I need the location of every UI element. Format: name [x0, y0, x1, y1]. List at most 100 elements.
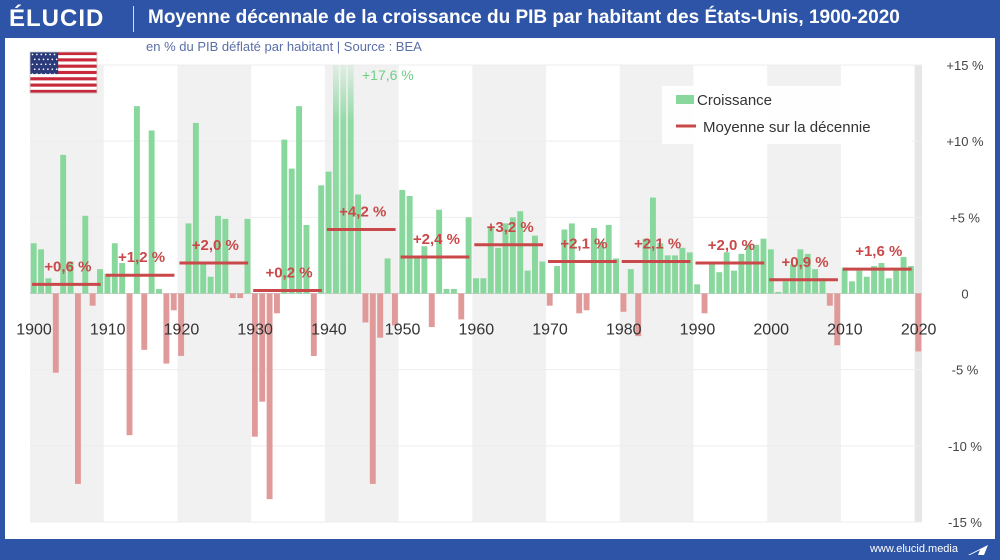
growth-bar-1957 — [450, 288, 457, 294]
flag-star — [44, 53, 47, 56]
growth-bar-1925 — [215, 215, 221, 294]
growth-bar-1982 — [635, 293, 642, 337]
flag-star — [38, 58, 40, 61]
flag-star — [36, 63, 38, 66]
growth-bar-2020 — [915, 293, 922, 352]
y-tick-label: 0 — [961, 287, 968, 302]
x-tick-label-2020: 2020 — [901, 322, 937, 339]
growth-bar-1912 — [119, 263, 126, 294]
header-bar: ÉLUCID Moyenne décennale de la croissanc… — [0, 0, 1000, 38]
flag-stripe — [30, 55, 97, 59]
decade-average-label-1920: +2,0 % — [192, 237, 239, 254]
growth-bar-1973 — [568, 223, 575, 294]
growth-bar-1961 — [480, 278, 487, 294]
flag-stripe — [30, 61, 97, 65]
flag-star — [51, 58, 54, 61]
flag-star — [31, 73, 34, 75]
decade-average-label-1900: +0,6 % — [44, 258, 91, 275]
y-axis: +15 % +10 % +5 % 0 -5 % -10 % -15 % — [946, 58, 984, 530]
growth-bar-1968 — [532, 235, 538, 294]
x-tick-label-1900: 1900 — [16, 322, 52, 339]
x-tick-label-1920: 1920 — [164, 322, 200, 339]
growth-bar-1985 — [657, 243, 664, 294]
growth-bar-2006 — [812, 269, 819, 294]
flag-star — [31, 53, 34, 56]
flag-star — [42, 68, 45, 71]
flag-star — [44, 63, 47, 66]
growth-bar-1928 — [237, 293, 244, 299]
y-tick-label: +5 % — [950, 210, 980, 225]
growth-bar-1905 — [67, 261, 74, 294]
flag-star — [36, 73, 38, 75]
growth-bar-1902 — [45, 278, 52, 294]
growth-bar-1910 — [104, 273, 111, 294]
growth-bar-1998 — [753, 244, 760, 294]
growth-bar-1971 — [554, 266, 561, 294]
growth-bar-1907 — [82, 215, 89, 294]
y-tick-label: +15 % — [946, 58, 984, 73]
decade-average-label-1910: +1,2 % — [118, 249, 165, 266]
x-tick-label-1910: 1910 — [90, 322, 126, 339]
growth-bar-1955 — [436, 209, 443, 294]
growth-bar-1934 — [281, 139, 288, 294]
growth-bar-1904 — [60, 154, 67, 294]
growth-bars — [30, 65, 922, 500]
legend-box — [662, 86, 912, 144]
y-tick-label: -15 % — [948, 515, 982, 530]
legend-label-average: Moyenne sur la décennie — [703, 119, 871, 136]
growth-bar-1958 — [458, 293, 465, 320]
growth-bar-1937 — [303, 224, 310, 294]
growth-bar-1901 — [38, 249, 45, 294]
growth-bar-1969 — [539, 261, 546, 294]
growth-bar-2019 — [907, 266, 914, 294]
growth-bar-1964 — [502, 223, 509, 294]
growth-bar-1930 — [251, 293, 258, 437]
peak-annotation: +17,6 % — [362, 67, 414, 83]
growth-bar-1974 — [576, 293, 583, 314]
decade-average-label-1940: +4,2 % — [339, 204, 386, 221]
flag-stripe — [30, 83, 97, 87]
growth-bar-1984 — [649, 197, 656, 294]
growth-bar-1980 — [620, 293, 627, 312]
us-flag-icon — [29, 51, 98, 94]
growth-bar-1979 — [613, 258, 620, 294]
flag-canton — [30, 52, 59, 75]
flag-star — [38, 68, 40, 71]
growth-bar-1908 — [89, 293, 96, 306]
flag-star — [40, 73, 43, 75]
growth-bar-1954 — [428, 293, 435, 328]
growth-bar-1921 — [185, 223, 192, 294]
x-axis: 1900 1910 1920 1930 1940 1950 1960 1970 1980 1990… — [16, 322, 936, 339]
growth-bar-1945 — [362, 293, 369, 323]
flag-star — [44, 73, 47, 75]
growth-bar-2005 — [804, 253, 811, 294]
growth-bar-1943 — [347, 65, 354, 294]
growth-bar-1956 — [443, 288, 450, 294]
growth-bar-1932 — [266, 293, 273, 500]
growth-bar-1913 — [126, 293, 133, 436]
header-divider — [133, 6, 134, 32]
growth-bar-1927 — [229, 293, 236, 299]
flag-stripe — [30, 86, 97, 91]
growth-bar-2011 — [849, 281, 855, 294]
growth-bar-1915 — [141, 293, 148, 350]
growth-bar-1940 — [325, 171, 332, 294]
x-tick-label-1990: 1990 — [680, 322, 716, 339]
flag-star — [55, 68, 58, 71]
flag-star — [51, 68, 54, 71]
growth-bar-1962 — [487, 226, 494, 294]
flag-stripe — [30, 70, 97, 75]
growth-bar-1951 — [406, 196, 413, 294]
growth-bar-1906 — [74, 293, 81, 484]
growth-bar-1938 — [310, 293, 317, 356]
growth-bar-1977 — [598, 241, 605, 294]
growth-bar-2017 — [893, 269, 900, 294]
decade-average-label-1990: +2,0 % — [708, 237, 755, 254]
growth-bar-1991 — [701, 293, 708, 314]
growth-bar-1939 — [318, 185, 325, 294]
growth-bar-1948 — [384, 258, 391, 294]
x-tick-label-2000: 2000 — [753, 322, 789, 339]
growth-bar-1997 — [745, 244, 752, 294]
x-tick-label-1960: 1960 — [459, 322, 495, 339]
growth-bar-1995 — [731, 270, 737, 294]
